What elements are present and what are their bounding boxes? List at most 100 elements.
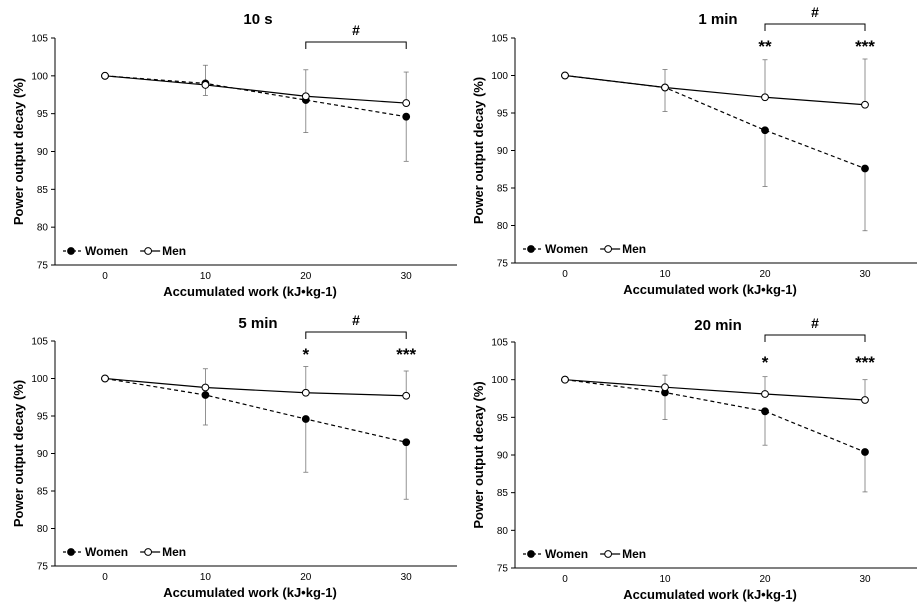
y-tick-label: 95 [37, 109, 49, 120]
y-tick-label: 85 [497, 184, 509, 195]
x-tick-label: 20 [300, 572, 312, 583]
chart-title: 20 min [694, 317, 742, 334]
y-tick-label: 80 [497, 526, 509, 537]
chart-panel-1: 10 s 75 80 85 90 95 100 105 0 10 20 30 Accumulated w… [11, 11, 457, 299]
y-tick-label: 100 [491, 71, 508, 82]
y-tick-label: 100 [31, 374, 48, 385]
error-bar [762, 130, 768, 187]
y-tick-label: 100 [31, 71, 48, 82]
significance-stars: * [302, 345, 309, 364]
data-point-women [761, 407, 769, 416]
data-point-men [402, 391, 411, 400]
significance-bracket [305, 331, 407, 339]
y-tick-label: 80 [37, 524, 49, 535]
legend-label: Men [162, 545, 186, 559]
error-bar [862, 58, 868, 105]
x-tick-label: 30 [859, 269, 871, 280]
series-line-women [564, 74, 866, 170]
x-tick-label: 20 [759, 574, 771, 585]
data-point-men [861, 396, 869, 404]
significance-bracket [305, 41, 407, 49]
significance-bracket [764, 334, 866, 342]
y-tick-label: 85 [37, 185, 49, 196]
series-line-women [564, 379, 866, 453]
x-tick-label: 10 [659, 269, 671, 280]
data-point-men [201, 383, 210, 392]
y-axis-label: Power output decay (%) [471, 77, 486, 224]
legend-label: Men [162, 244, 186, 258]
legend: Women Men [63, 545, 186, 559]
x-tick-label: 30 [859, 574, 871, 585]
y-tick-label: 105 [491, 338, 508, 349]
y-tick-label: 90 [497, 146, 509, 157]
significance-stars: *** [855, 37, 875, 56]
y-tick-label: 80 [497, 221, 509, 232]
legend-item-men: Men [600, 547, 646, 561]
chart-title: 10 s [243, 11, 272, 28]
significance-stars: *** [855, 353, 875, 372]
x-axis-label: Accumulated work (kJ•kg-1) [623, 587, 797, 602]
y-tick-label: 90 [37, 147, 49, 158]
error-bar [403, 71, 409, 104]
data-point-men [761, 390, 769, 398]
error-bar [403, 370, 409, 396]
legend-item-men: Men [600, 242, 646, 256]
y-tick-label: 90 [497, 451, 509, 462]
chart-title: 1 min [698, 11, 737, 28]
y-tick-label: 80 [37, 223, 49, 234]
x-tick-label: 10 [200, 271, 212, 282]
y-tick-label: 85 [37, 487, 49, 498]
chart-panel-2: 1 min 75 80 85 90 95 100 105 0 10 20 30 Accumulated … [471, 4, 917, 297]
series-line-men [564, 74, 866, 106]
error-bar [403, 116, 409, 162]
legend-item-men: Men [140, 244, 186, 258]
chart-panel-4: 20 min 75 80 85 90 95 100 105 0 10 20 30 Accumulated… [471, 315, 917, 602]
error-bar [662, 87, 668, 112]
y-tick-label: 95 [497, 109, 509, 120]
x-tick-label: 30 [401, 572, 413, 583]
series-line-men [564, 379, 866, 401]
x-tick-label: 20 [300, 271, 312, 282]
data-point-men [301, 388, 310, 397]
x-tick-label: 0 [562, 574, 568, 585]
x-axis-label: Accumulated work (kJ•kg-1) [163, 585, 337, 600]
y-tick-label: 100 [491, 375, 508, 386]
x-axis-label: Accumulated work (kJ•kg-1) [163, 284, 337, 299]
legend-item-women: Women [523, 547, 588, 561]
y-axis-label: Power output decay (%) [11, 380, 26, 527]
x-tick-label: 0 [102, 271, 108, 282]
x-tick-label: 10 [200, 572, 212, 583]
x-tick-label: 30 [401, 271, 413, 282]
y-tick-label: 75 [37, 261, 49, 272]
series-line-women [104, 377, 407, 443]
significance-hash: # [352, 22, 360, 38]
error-bar [202, 395, 208, 426]
y-tick-label: 95 [37, 412, 49, 423]
data-point-men [101, 71, 109, 80]
error-bar [303, 69, 309, 97]
error-bar [862, 451, 868, 493]
legend-label: Women [545, 547, 588, 561]
chart-panel-3: 5 min 75 80 85 90 95 100 105 0 10 20 30 Accumulated … [11, 312, 457, 600]
x-tick-label: 0 [562, 269, 568, 280]
x-tick-label: 0 [102, 572, 108, 583]
error-bar [303, 366, 309, 393]
series-line-women [104, 75, 407, 118]
y-tick-label: 85 [497, 488, 509, 499]
significance-stars: *** [396, 345, 416, 364]
chart-title: 5 min [238, 315, 277, 332]
x-tick-label: 20 [759, 269, 771, 280]
data-point-women [201, 391, 210, 399]
legend: Women Men [63, 244, 186, 258]
error-bar [303, 419, 309, 473]
legend-label: Women [85, 244, 128, 258]
legend: Women Men [523, 547, 646, 561]
data-point-women [402, 438, 411, 447]
y-tick-label: 75 [37, 562, 49, 573]
data-point-men [301, 92, 310, 101]
x-axis-label: Accumulated work (kJ•kg-1) [623, 282, 797, 297]
significance-stars: ** [758, 37, 772, 56]
data-point-men [101, 374, 109, 383]
y-axis-label: Power output decay (%) [11, 78, 26, 225]
